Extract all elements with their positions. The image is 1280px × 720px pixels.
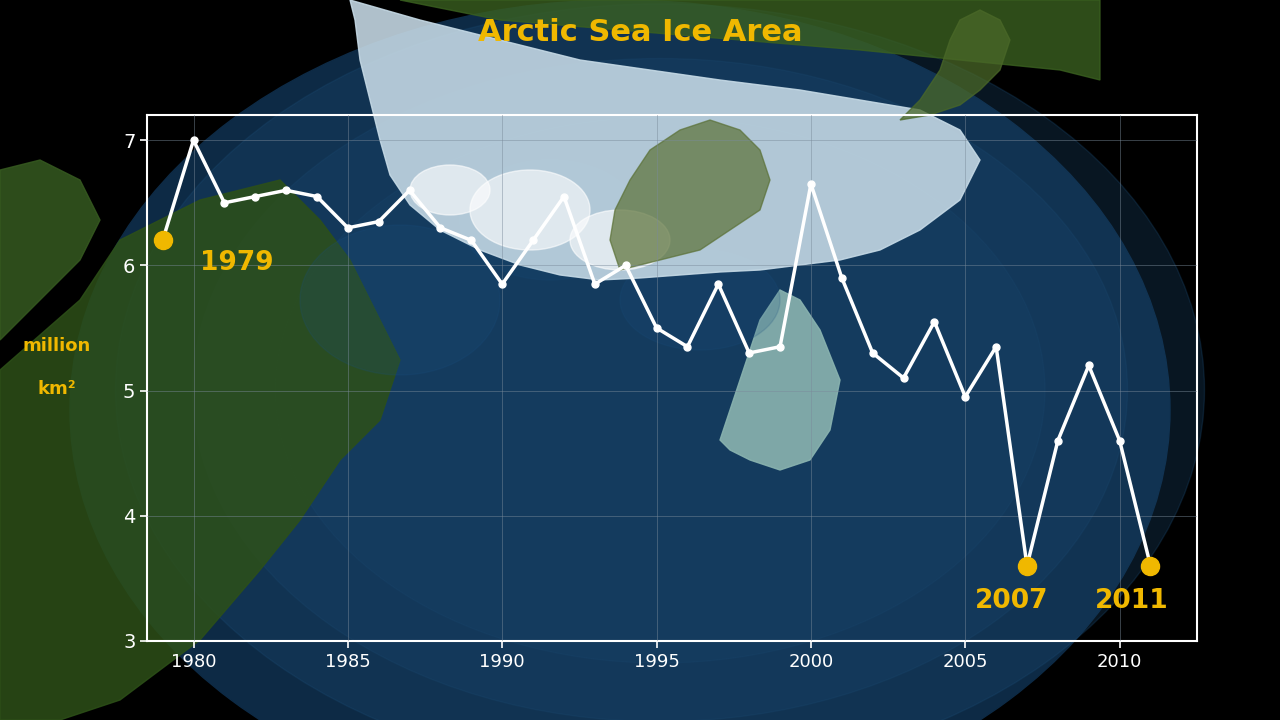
Ellipse shape	[470, 170, 590, 250]
Polygon shape	[900, 10, 1010, 120]
Polygon shape	[611, 120, 771, 270]
Text: km²: km²	[37, 380, 76, 397]
Polygon shape	[349, 0, 980, 280]
Ellipse shape	[570, 210, 669, 270]
Ellipse shape	[410, 165, 490, 215]
Text: 1979: 1979	[200, 250, 274, 276]
Ellipse shape	[620, 250, 780, 350]
Ellipse shape	[192, 58, 1128, 720]
Ellipse shape	[275, 117, 1044, 663]
Polygon shape	[399, 0, 1100, 80]
Ellipse shape	[300, 225, 500, 375]
Polygon shape	[0, 160, 100, 340]
Polygon shape	[0, 180, 399, 720]
Text: Arctic Sea Ice Area: Arctic Sea Ice Area	[477, 18, 803, 47]
Text: 2007: 2007	[974, 588, 1048, 613]
Ellipse shape	[70, 0, 1170, 720]
Text: million: million	[22, 336, 91, 354]
Ellipse shape	[115, 4, 1204, 720]
Polygon shape	[719, 290, 840, 470]
Ellipse shape	[460, 160, 640, 280]
Text: 2011: 2011	[1094, 588, 1169, 613]
